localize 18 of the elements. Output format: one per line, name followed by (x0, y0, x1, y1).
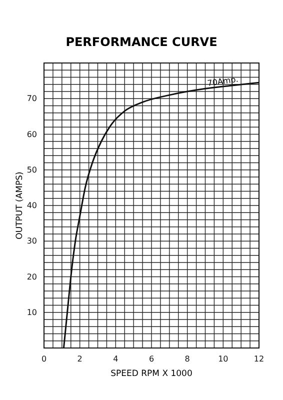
x-axis-title: SPEED RPM X 1000 (110, 369, 192, 379)
y-tick-label: 70 (26, 94, 37, 104)
y-tick-label: 30 (26, 236, 37, 246)
y-tick-label: 20 (26, 272, 37, 282)
x-tick-label: 0 (41, 354, 47, 364)
y-tick-label: 40 (26, 201, 37, 210)
y-tick-label: 60 (26, 130, 37, 139)
x-tick-label: 12 (254, 354, 264, 364)
y-tick-label: 10 (26, 308, 37, 317)
x-tick-label: 8 (184, 354, 190, 364)
y-axis-title: OUTPUT (AMPS) (15, 172, 25, 240)
chart-title: PERFORMANCE CURVE (66, 35, 218, 49)
x-tick-label: 4 (113, 354, 118, 364)
annotation: 70Amp. (206, 74, 239, 88)
y-tick-label: 50 (26, 165, 37, 174)
x-tick-label: 10 (218, 354, 228, 364)
x-tick-label: 2 (77, 354, 82, 364)
x-tick-label: 6 (148, 354, 154, 364)
